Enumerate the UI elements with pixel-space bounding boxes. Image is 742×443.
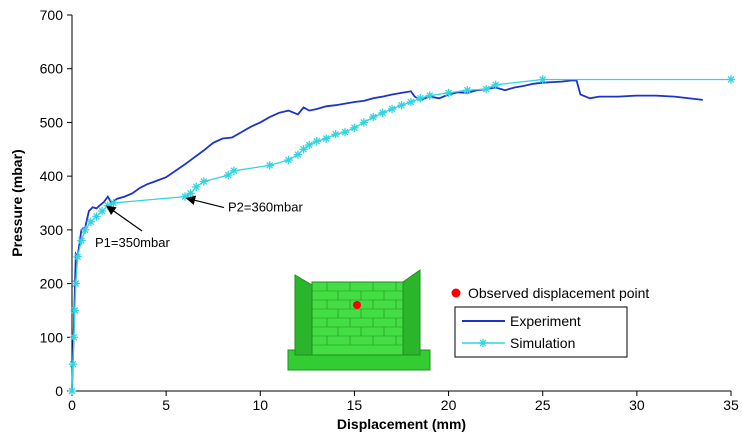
legend-box [454,306,628,358]
x-axis-ticks: 0 5 10 15 20 25 30 35 [68,391,739,413]
data-point-simulation [71,279,80,288]
data-point-simulation [305,140,314,150]
legend-simulation-label: Simulation [510,335,575,351]
y-tick-label: 700 [40,7,64,23]
data-point-simulation [192,182,201,192]
x-axis-title: Displacement (mm) [337,416,466,432]
y-tick-label: 300 [40,222,64,238]
observed-point-label: Observed displacement point [468,285,649,301]
data-point-simulation [482,84,491,94]
data-point-simulation [69,333,79,342]
y-tick-label: 200 [40,276,64,292]
wall-model-back-wall [311,281,404,356]
data-point-simulation [284,155,293,165]
observed-point-note: Observed displacement point [451,285,649,301]
data-point-simulation [538,75,547,84]
data-point-simulation [229,166,239,175]
data-point-simulation [299,145,308,154]
data-point-simulation [369,112,378,122]
annotation-p1-label: P1=350mbar [95,235,170,250]
data-point-simulation [224,170,233,180]
x-tick-label: 10 [252,397,268,413]
wall-model-observed-point [353,301,361,309]
data-point-simulation [68,359,78,369]
y-axis-title: Pressure (mbar) [9,149,25,256]
legend-simulation-asterisk [478,338,488,348]
data-point-simulation [425,91,434,100]
data-point-simulation [463,86,472,95]
data-point-simulation [491,80,500,90]
data-point-simulation [293,150,303,159]
series-markers-simulation [67,75,736,396]
x-tick-label: 25 [535,397,551,413]
x-tick-label: 20 [441,397,457,413]
x-tick-label: 0 [68,397,76,413]
x-tick-label: 30 [629,397,645,413]
data-point-simulation [378,108,387,117]
x-tick-label: 35 [723,397,739,413]
legend-simulation-marker [478,338,488,348]
wall-model-image [287,269,431,371]
data-point-simulation [321,134,331,143]
data-point-simulation [77,236,86,245]
y-axis-ticks: 0 100 200 300 400 500 600 700 [40,7,72,399]
data-point-simulation [726,75,736,84]
wall-model-bricks [312,282,403,346]
wall-model-right-wall [402,269,421,356]
data-point-simulation [312,137,321,146]
data-point-simulation [97,206,107,216]
y-tick-label: 600 [40,61,64,77]
data-point-simulation [73,252,82,261]
data-point-simulation [406,97,416,107]
wall-model-left-wall [294,274,313,356]
annotation-p2: P2=360mbar [185,195,303,215]
annotation-p2-arrow [185,195,225,209]
data-point-simulation [92,212,101,221]
series-layer [67,75,736,396]
x-tick-label: 15 [347,397,363,413]
y-tick-label: 400 [40,168,64,184]
annotation-p1: P1=350mbar [95,205,170,250]
data-point-simulation [350,123,359,132]
data-point-simulation [67,386,77,396]
y-tick-label: 500 [40,114,64,130]
data-point-simulation [397,101,406,110]
data-point-simulation [109,198,118,208]
observed-point-marker [451,288,461,298]
data-point-simulation [265,161,274,170]
data-point-simulation [70,306,80,315]
y-tick-label: 0 [55,383,63,399]
data-point-simulation [387,104,397,114]
data-point-simulation [444,88,453,98]
data-point-simulation [86,217,96,226]
data-point-simulation [199,177,208,186]
data-point-simulation [80,225,90,235]
x-tick-label: 5 [162,397,170,413]
y-tick-label: 100 [40,329,64,345]
data-point-simulation [331,130,340,139]
annotation-p2-label: P2=360mbar [228,200,303,215]
data-point-simulation [340,127,350,137]
data-point-simulation [359,118,369,127]
annotation-p1-arrow [106,205,143,232]
legend-experiment-label: Experiment [510,313,581,329]
legend: Experiment Simulation [454,306,628,358]
data-point-simulation [416,94,425,103]
